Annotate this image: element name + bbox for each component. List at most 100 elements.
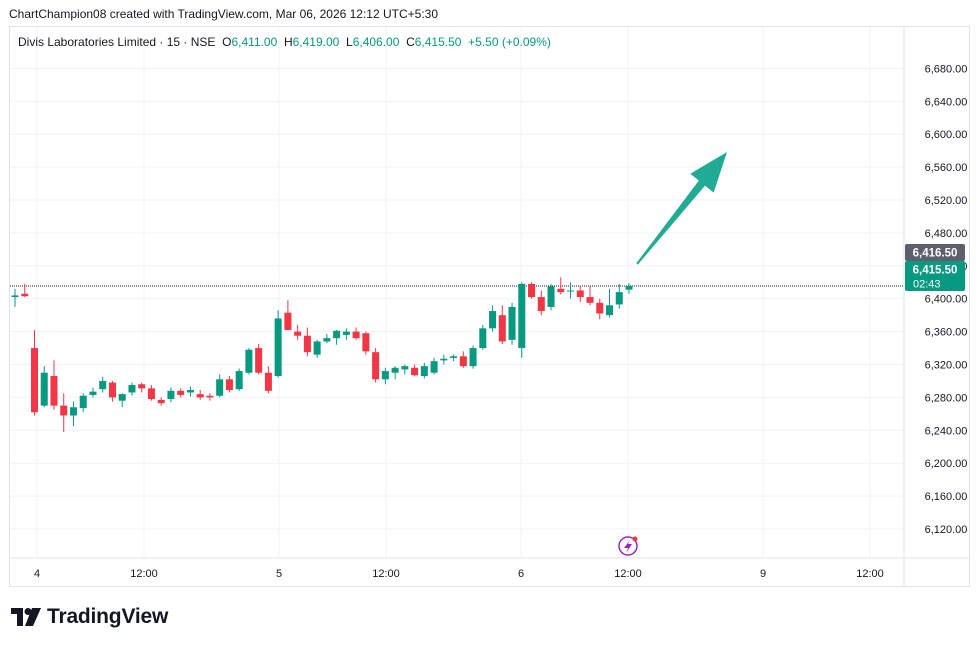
flash-icon[interactable]	[618, 536, 638, 556]
high-key: H	[283, 35, 293, 49]
candle-body	[274, 318, 282, 377]
x-tick-label: 12:00	[614, 568, 642, 580]
candle-body	[99, 380, 107, 390]
candle	[89, 387, 97, 398]
candle-body	[79, 395, 87, 409]
candle	[576, 285, 584, 302]
candle-body	[576, 290, 584, 298]
candle-body	[216, 379, 224, 396]
candle-body	[547, 286, 555, 307]
candle-body	[196, 394, 204, 398]
candle-body	[303, 335, 311, 353]
candle-body	[401, 366, 409, 370]
candle	[196, 389, 204, 400]
candle-body	[264, 372, 272, 391]
chart-frame	[9, 26, 970, 587]
high-price-label: 6,416.50	[913, 248, 958, 260]
candle-body	[108, 382, 116, 398]
candle	[391, 366, 399, 380]
x-tick-label: 5	[276, 568, 282, 580]
candle	[528, 282, 536, 299]
candle-body	[69, 407, 77, 416]
x-tick-label: 12:00	[130, 568, 158, 580]
candle-body	[167, 390, 175, 400]
x-tick-label: 12:00	[372, 568, 400, 580]
candle	[333, 329, 341, 345]
candle-body	[225, 379, 233, 390]
y-tick-label: 6,360.00	[925, 327, 968, 339]
y-tick-label: 6,520.00	[925, 195, 968, 207]
candle-body	[605, 305, 614, 316]
candle	[69, 401, 77, 427]
symbol-name[interactable]: Divis Laboratories Limited · 15 · NSE	[18, 35, 216, 49]
candle-body	[567, 290, 575, 292]
candle-body	[255, 348, 263, 373]
candle	[138, 382, 146, 393]
candle	[118, 393, 126, 408]
candle	[381, 367, 389, 385]
y-tick-label: 6,120.00	[925, 524, 968, 536]
candle	[401, 364, 409, 375]
candle	[157, 397, 165, 406]
candle	[323, 334, 331, 344]
candle	[411, 364, 419, 377]
candle	[235, 368, 243, 391]
candle	[99, 376, 107, 393]
candle-body	[30, 348, 39, 413]
y-tick-label: 6,680.00	[925, 63, 968, 75]
chart-credit: ChartChampion08 created with TradingView…	[9, 7, 439, 21]
candle-body	[430, 361, 438, 373]
candle-body	[11, 295, 19, 298]
candle	[537, 290, 545, 316]
candle	[177, 388, 185, 398]
candle	[167, 387, 175, 403]
candle	[342, 328, 350, 340]
candle-body	[206, 395, 214, 398]
candle	[352, 327, 360, 340]
candle	[294, 325, 302, 340]
candle-body	[245, 349, 253, 373]
low-value: 6,406.00	[352, 35, 400, 49]
y-tick-label: 6,320.00	[925, 360, 968, 372]
candle	[625, 283, 633, 294]
candle-body	[147, 388, 155, 400]
candle-body	[118, 394, 126, 401]
open-key: O	[222, 35, 232, 49]
candle	[274, 310, 282, 378]
candle-body	[489, 311, 497, 329]
candle-body	[352, 331, 360, 339]
candle-body	[537, 297, 545, 312]
candle-body	[625, 285, 633, 290]
last-price-label: 6,415.50	[913, 265, 958, 277]
candle	[40, 366, 48, 408]
candle-body	[21, 293, 29, 297]
candle	[557, 277, 565, 295]
close-key: C	[406, 35, 415, 49]
candle-body	[411, 367, 419, 376]
candle	[430, 357, 438, 375]
tradingview-logo-icon	[11, 608, 41, 626]
candle	[303, 327, 311, 357]
candle	[255, 343, 263, 375]
candle	[264, 366, 272, 394]
candle	[615, 283, 623, 309]
candle	[420, 362, 428, 379]
change-value: +5.50 (+0.09%)	[468, 35, 551, 49]
symbol-legend: Divis Laboratories Limited · 15 · NSE O 6…	[18, 35, 551, 49]
candle-body	[615, 292, 623, 305]
candle	[508, 302, 516, 345]
candle	[313, 339, 321, 358]
candle-body	[528, 283, 536, 298]
candle	[489, 305, 497, 332]
arrow-annotation[interactable]	[636, 152, 727, 265]
candle-body	[479, 328, 487, 349]
candle-body	[128, 385, 136, 393]
candle	[11, 288, 19, 307]
y-tick-label: 6,280.00	[925, 392, 968, 404]
candle-body	[450, 356, 458, 358]
tradingview-logo[interactable]: TradingView	[11, 604, 168, 630]
y-tick-label: 6,200.00	[925, 458, 968, 470]
candle-body	[391, 367, 399, 373]
candle-body	[323, 338, 331, 342]
